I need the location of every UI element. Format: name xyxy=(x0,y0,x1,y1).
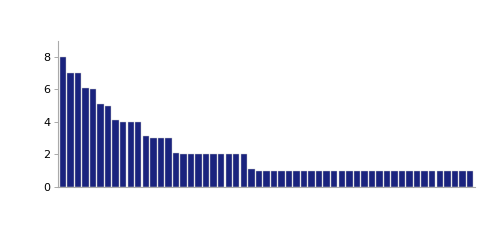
Bar xyxy=(157,138,164,187)
Bar xyxy=(293,171,300,187)
Bar xyxy=(429,171,435,187)
Bar xyxy=(60,57,66,187)
Bar xyxy=(240,154,247,187)
Bar xyxy=(82,88,89,187)
Bar xyxy=(233,154,240,187)
Bar xyxy=(248,169,254,187)
Bar xyxy=(361,171,368,187)
Bar xyxy=(75,73,81,187)
Bar xyxy=(203,154,209,187)
Bar xyxy=(354,171,360,187)
Bar xyxy=(218,154,224,187)
Bar xyxy=(143,136,149,187)
Bar xyxy=(112,120,119,187)
Bar xyxy=(188,154,194,187)
Bar xyxy=(150,138,156,187)
Bar xyxy=(90,89,96,187)
Bar xyxy=(286,171,292,187)
Bar xyxy=(331,171,337,187)
Bar xyxy=(376,171,383,187)
Bar xyxy=(271,171,277,187)
Bar xyxy=(467,171,473,187)
Bar xyxy=(67,73,73,187)
Bar xyxy=(338,171,345,187)
Bar xyxy=(324,171,330,187)
Bar xyxy=(105,106,111,187)
Bar xyxy=(444,171,451,187)
Bar xyxy=(459,171,466,187)
Bar xyxy=(316,171,323,187)
Bar xyxy=(165,138,172,187)
Bar xyxy=(120,122,126,187)
Bar xyxy=(210,154,217,187)
Bar xyxy=(309,171,315,187)
Bar xyxy=(263,171,270,187)
Bar xyxy=(391,171,398,187)
Bar xyxy=(128,122,134,187)
Bar xyxy=(173,153,179,187)
Bar xyxy=(346,171,352,187)
Bar xyxy=(135,122,142,187)
Bar xyxy=(384,171,390,187)
Bar xyxy=(256,171,262,187)
Bar xyxy=(195,154,202,187)
Bar xyxy=(414,171,420,187)
Bar xyxy=(452,171,458,187)
Bar xyxy=(421,171,428,187)
Bar xyxy=(97,104,104,187)
Bar xyxy=(278,171,285,187)
Bar xyxy=(399,171,405,187)
Bar xyxy=(226,154,232,187)
Bar xyxy=(369,171,375,187)
Bar xyxy=(407,171,413,187)
Bar xyxy=(180,154,187,187)
Bar xyxy=(301,171,307,187)
Bar xyxy=(437,171,443,187)
